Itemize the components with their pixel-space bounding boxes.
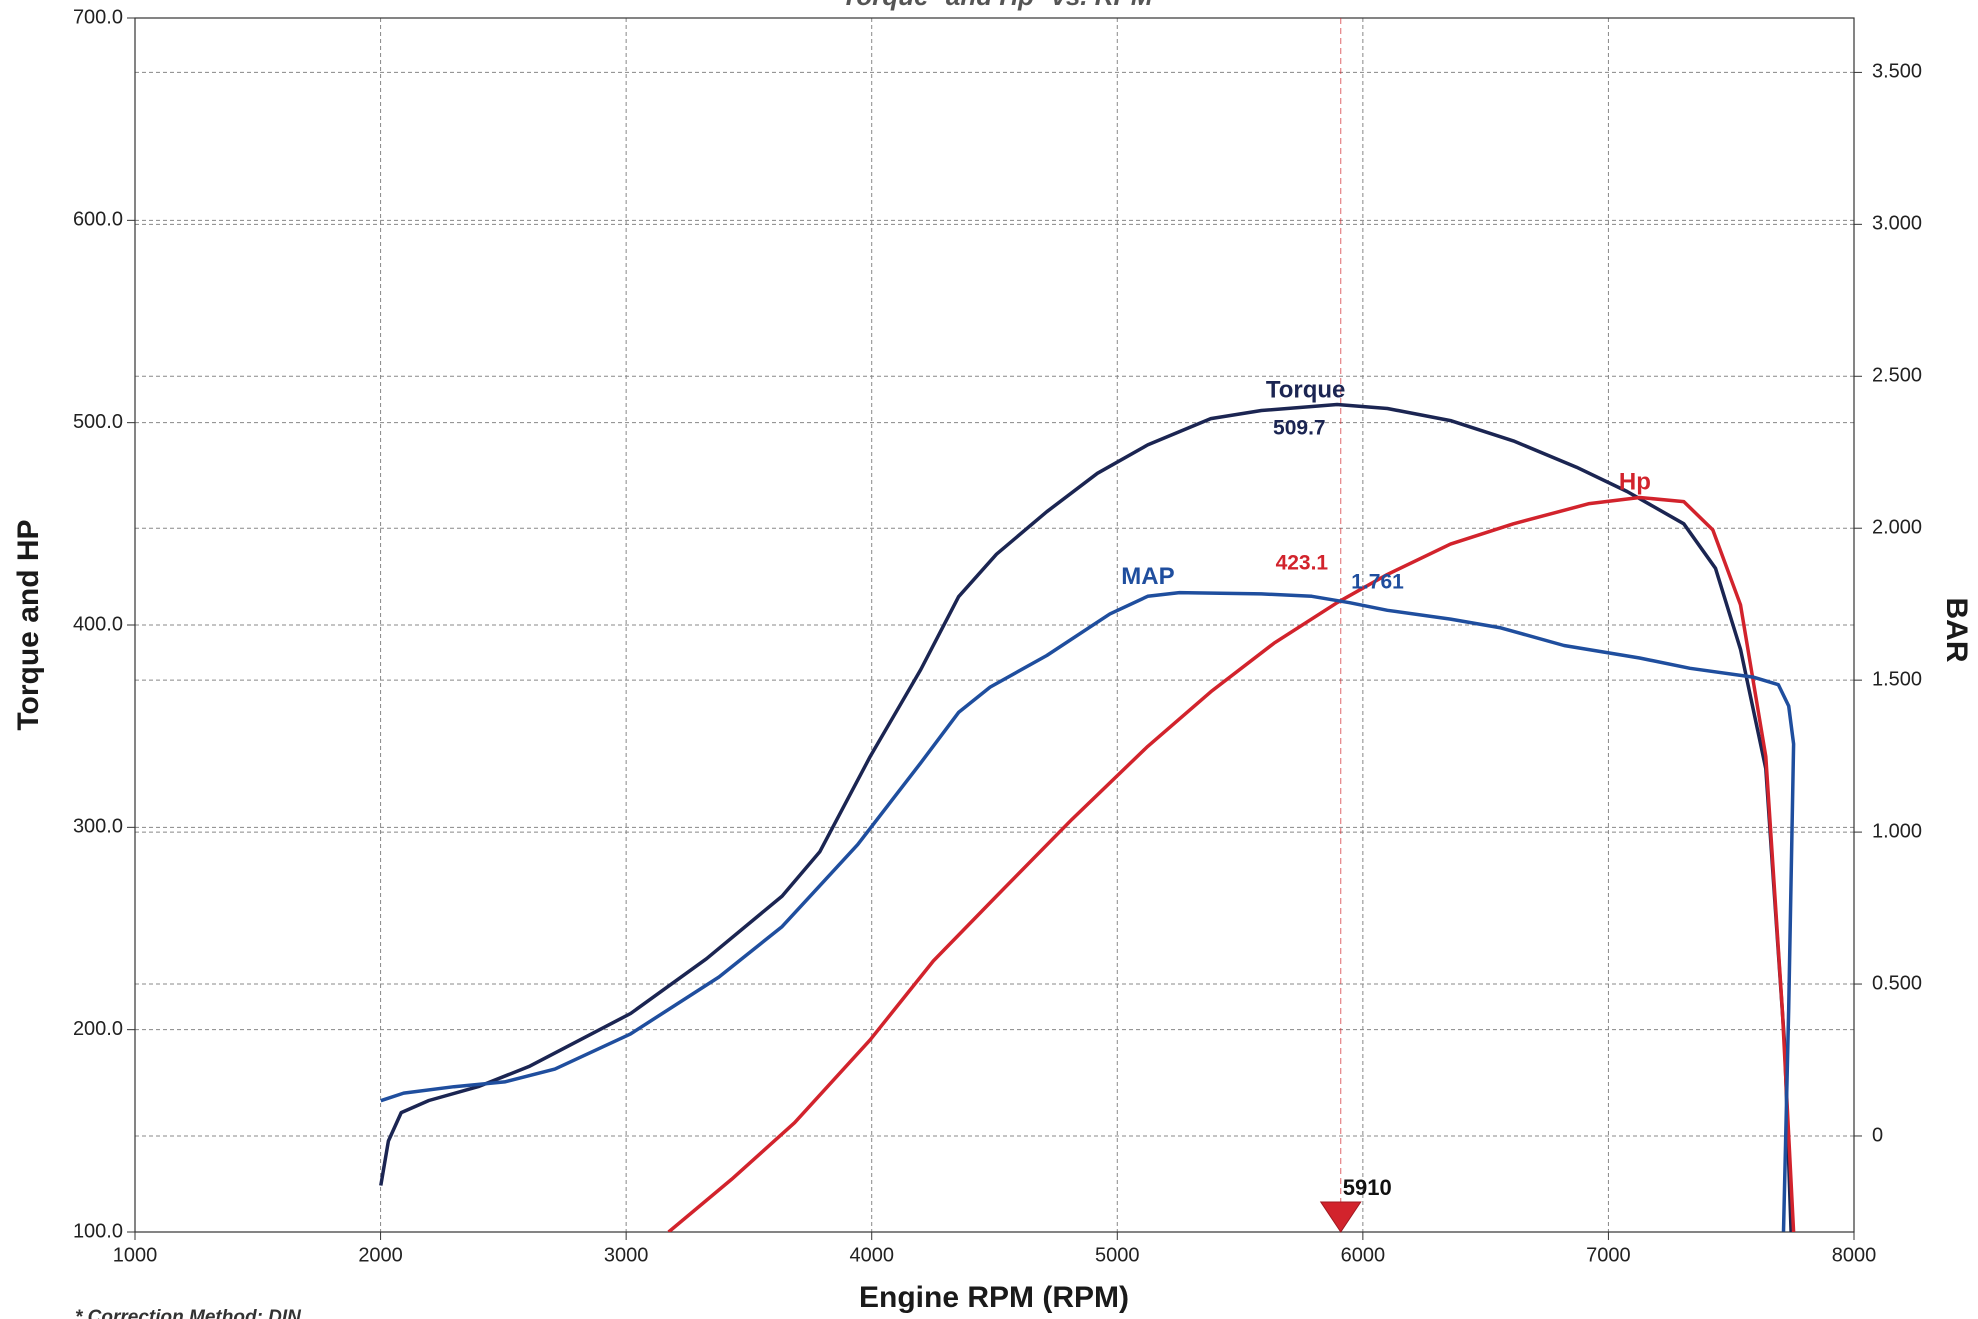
x-tick-label: 7000 xyxy=(1586,1244,1631,1266)
y-tick-label: 700.0 xyxy=(73,6,123,28)
series-line xyxy=(379,402,1793,1232)
cursor-readout: 423.1 xyxy=(1276,551,1329,574)
y-tick-label: 600.0 xyxy=(73,209,123,231)
y2-tick-label: 3.000 xyxy=(1872,213,1922,235)
plot-frame xyxy=(134,17,1855,1233)
x-tick-label: 2000 xyxy=(358,1244,403,1266)
y2-tick-label: 2.000 xyxy=(1872,516,1922,538)
series-label: MAP xyxy=(1121,563,1174,590)
y-tick-label: 200.0 xyxy=(73,1018,123,1040)
y2-tick-label: 1.500 xyxy=(1872,668,1922,690)
series-line xyxy=(380,590,1796,1232)
y-axis-label: Torque and HP xyxy=(12,519,45,730)
x-tick-label: 8000 xyxy=(1832,1244,1877,1266)
x-tick-label: 6000 xyxy=(1341,1244,1386,1266)
series-label: Hp xyxy=(1619,468,1651,495)
x-tick-label: 3000 xyxy=(604,1244,649,1266)
x-axis-label: Engine RPM (RPM) xyxy=(859,1281,1129,1314)
y2-axis-label: BAR xyxy=(1940,598,1973,663)
series-line xyxy=(667,495,1796,1232)
y-tick-label: 400.0 xyxy=(73,613,123,635)
cursor-marker xyxy=(1319,1201,1362,1233)
plot-area xyxy=(379,402,1796,1232)
y-tick-label: 500.0 xyxy=(73,411,123,433)
series-label: Torque xyxy=(1266,376,1346,403)
cursor-readout: 1.761 xyxy=(1351,570,1404,593)
x-tick-label: 4000 xyxy=(849,1244,894,1266)
y2-tick-label: 0.500 xyxy=(1872,972,1922,994)
chart-title: Torque* and Hp* vs. RPM xyxy=(841,0,1153,11)
y-tick-label: 300.0 xyxy=(73,816,123,838)
x-tick-label: 5000 xyxy=(1095,1244,1140,1266)
cursor-readout: 509.7 xyxy=(1273,416,1326,439)
x-tick-label: 1000 xyxy=(113,1244,158,1266)
footnote: * Correction Method: DIN xyxy=(75,1307,302,1319)
y2-tick-label: 1.000 xyxy=(1872,820,1922,842)
y-tick-label: 100.0 xyxy=(73,1220,123,1242)
cursor-label: 5910 xyxy=(1343,1175,1392,1200)
y2-tick-label: 2.500 xyxy=(1872,365,1922,387)
y2-tick-label: 0 xyxy=(1872,1124,1883,1146)
y2-tick-label: 3.500 xyxy=(1872,61,1922,83)
